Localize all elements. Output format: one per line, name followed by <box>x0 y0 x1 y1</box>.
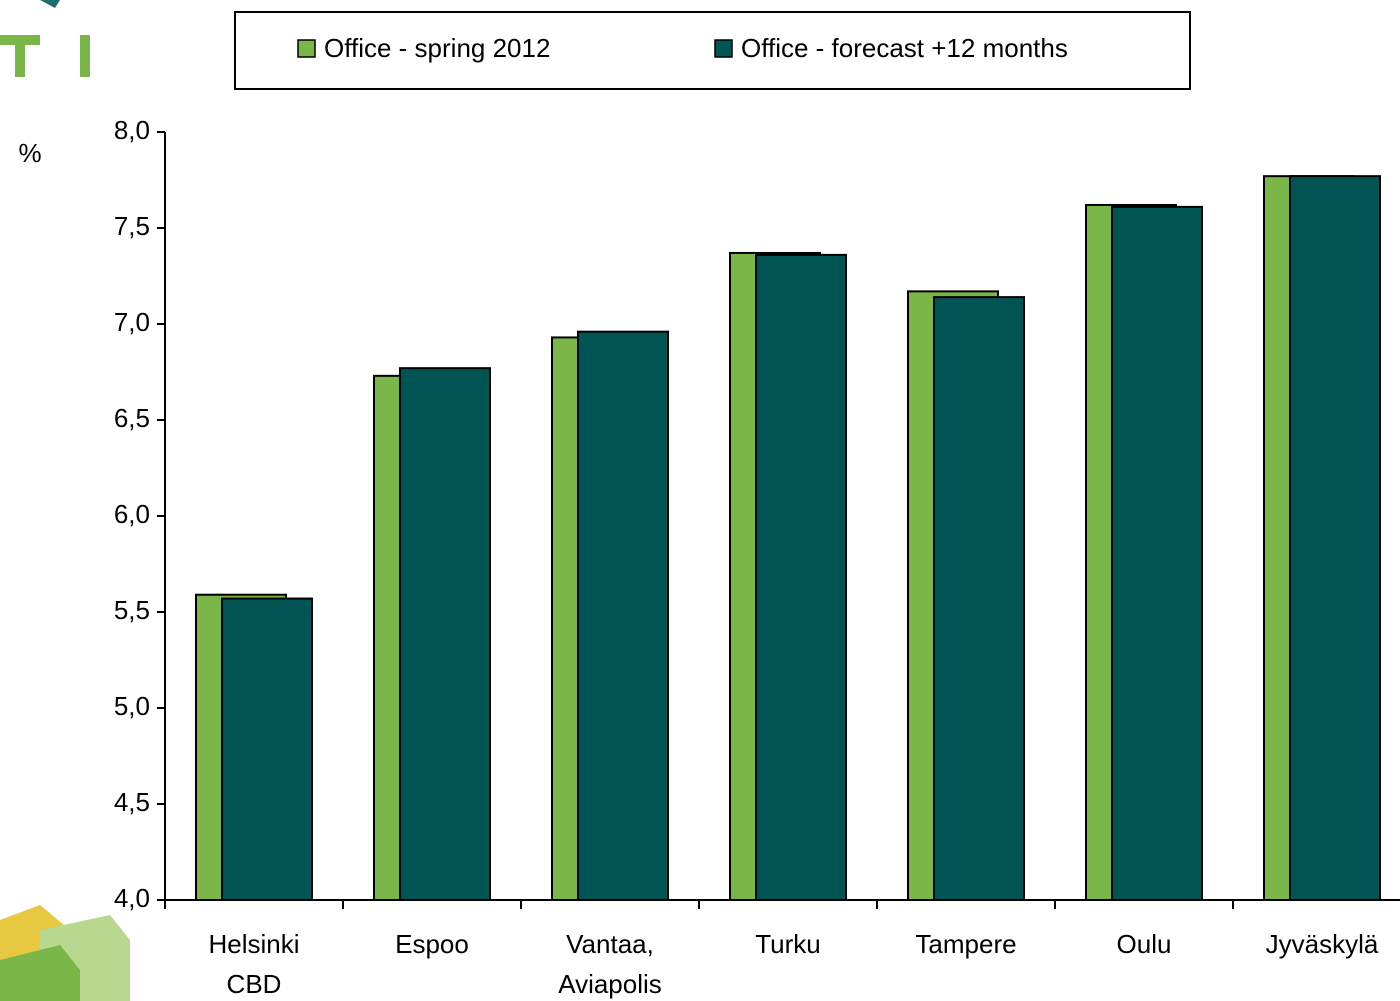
legend-box <box>234 11 1191 90</box>
y-axis-label: % <box>18 138 41 168</box>
y-tick-label: 4,5 <box>114 787 150 817</box>
x-tick-label: Tampere <box>915 929 1017 959</box>
legend-label: Office - spring 2012 <box>324 33 550 63</box>
x-tick-label: Vantaa, Aviapolis <box>558 929 662 999</box>
legend-swatch <box>297 39 316 58</box>
y-tick-label: 4,0 <box>114 883 150 913</box>
y-tick-label: 5,5 <box>114 595 150 625</box>
bar <box>221 597 313 901</box>
legend-swatch <box>714 39 733 58</box>
bar <box>933 296 1025 901</box>
bar <box>577 330 669 901</box>
y-tick-label: 7,0 <box>114 307 150 337</box>
x-tick-label: Oulu <box>1116 929 1172 959</box>
x-tick-label: Espoo <box>395 929 469 959</box>
y-tick-label: 6,0 <box>114 499 150 529</box>
y-tick-label: 8,0 <box>114 115 150 145</box>
y-tick-label: 7,5 <box>114 211 150 241</box>
bar <box>399 367 491 902</box>
x-tick-label: Turku <box>755 929 821 959</box>
y-tick-label: 6,5 <box>114 403 150 433</box>
logo <box>0 0 130 1001</box>
bar <box>1111 205 1203 901</box>
x-tick-label: Helsinki CBD <box>208 929 300 999</box>
bar <box>755 253 847 901</box>
bar <box>1289 175 1381 902</box>
y-tick-label: 5,0 <box>114 691 150 721</box>
x-tick-label: Jyväskylä <box>1265 929 1379 959</box>
legend-label: Office - forecast +12 months <box>741 33 1068 63</box>
